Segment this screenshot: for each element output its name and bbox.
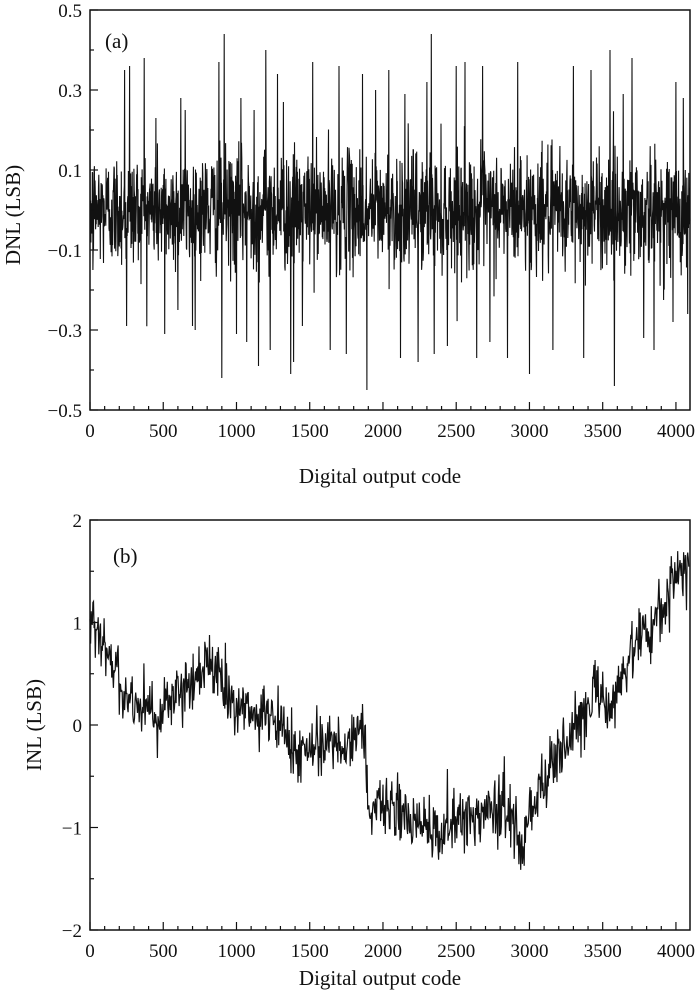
inl-panel: 0 500 1000 1500 2000 2500 3000 3500 4000−2−1012 … <box>22 511 695 990</box>
inl-y-tick-label: 0 <box>73 716 83 737</box>
inl-y-tick-label: 1 <box>73 614 83 635</box>
inl-panel-label: (b) <box>113 544 138 568</box>
dnl-y-tick-label: 0.1 <box>58 161 82 182</box>
inl-x-tick-label: 1500 <box>291 941 329 962</box>
inl-x-tick-label: 3000 <box>510 941 548 962</box>
inl-x-tick-label: 0 <box>85 941 95 962</box>
dnl-panel-label: (a) <box>105 29 128 53</box>
dnl-x-tick-label: 2000 <box>364 421 402 442</box>
inl-ticks: 0 500 1000 1500 2000 2500 3000 3500 4000 −2 −1 0 1 2 <box>62 511 695 962</box>
inl-plot-frame <box>89 519 691 931</box>
inl-trace <box>89 551 690 870</box>
dnl-y-tick-label: −0.5 <box>48 401 82 422</box>
dnl-x-tick-label: 4000 <box>657 421 695 442</box>
dnl-y-tick-label: 0.3 <box>58 81 82 102</box>
dnl-x-tick-label: 0 <box>85 421 95 442</box>
dnl-x-tick-label: 3500 <box>584 421 622 442</box>
inl-x-tick-label: 500 <box>149 941 178 962</box>
dnl-x-tick-label: 3000 <box>510 421 548 442</box>
dnl-x-tick-label: 2500 <box>437 421 475 442</box>
dnl-ticks: 0 500 1000 1500 2000 2500 3000 3500 4000 −0.5 −0.3… <box>48 1 695 442</box>
dnl-y-axis-title: DNL (LSB) <box>1 165 25 265</box>
inl-x-tick-label: 2500 <box>437 941 475 962</box>
dnl-y-tick-label: −0.3 <box>48 321 82 342</box>
dnl-x-axis-title: Digital output code <box>299 464 461 488</box>
inl-x-tick-label: 2000 <box>364 941 402 962</box>
inl-y-tick-label: 2 <box>73 511 83 532</box>
inl-y-axis-title: INL (LSB) <box>22 679 46 771</box>
dnl-y-tick-label: −0.1 <box>48 241 82 262</box>
inl-y-tick-label: −2 <box>62 921 82 942</box>
dnl-y-tick-label: 0.5 <box>58 1 82 22</box>
inl-x-axis-title: Digital output code <box>299 966 461 990</box>
dnl-panel: 0 500 1000 1500 2000 2500 3000 3500 4000 −0.5 −0.3… <box>1 1 695 488</box>
inl-x-tick-label: 1000 <box>217 941 255 962</box>
inl-x-tick-label: 3500 <box>584 941 622 962</box>
dnl-x-tick-label: 500 <box>149 421 178 442</box>
dnl-trace <box>89 33 691 391</box>
inl-y-tick-label: −1 <box>62 819 82 840</box>
inl-x-tick-label: 4000 <box>657 941 695 962</box>
dnl-x-tick-label: 1500 <box>291 421 329 442</box>
dnl-x-tick-label: 1000 <box>217 421 255 442</box>
